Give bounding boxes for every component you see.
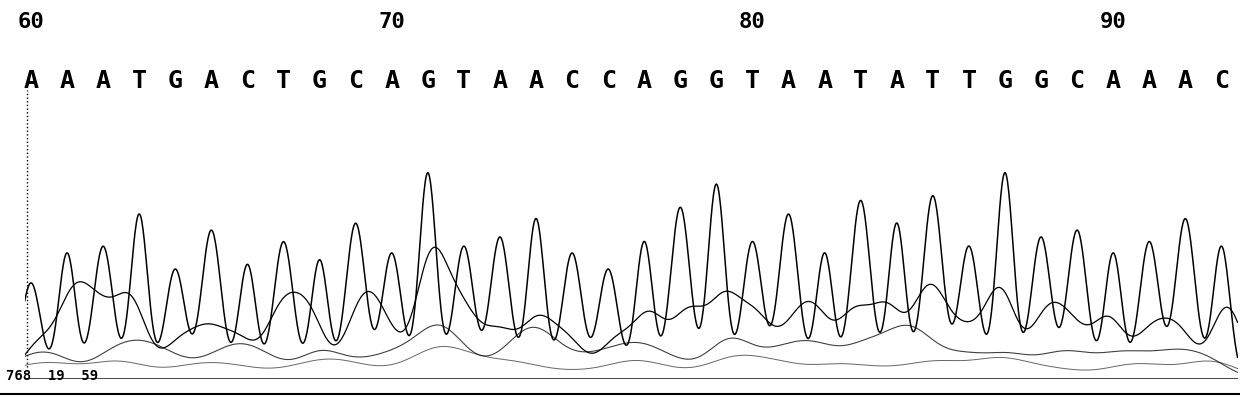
Text: G: G — [1033, 69, 1049, 93]
Text: A: A — [1106, 69, 1121, 93]
Text: A: A — [1178, 69, 1193, 93]
Text: A: A — [528, 69, 543, 93]
Text: C: C — [1070, 69, 1085, 93]
Text: T: T — [456, 69, 471, 93]
Text: 70: 70 — [378, 12, 405, 32]
Text: G: G — [420, 69, 435, 93]
Text: C: C — [348, 69, 363, 93]
Text: A: A — [1142, 69, 1157, 93]
Text: G: G — [997, 69, 1013, 93]
Text: 60: 60 — [17, 12, 45, 32]
Text: A: A — [203, 69, 219, 93]
Text: 768  19  59: 768 19 59 — [6, 369, 98, 383]
Text: T: T — [925, 69, 940, 93]
Text: A: A — [889, 69, 904, 93]
Text: T: T — [961, 69, 976, 93]
Text: G: G — [673, 69, 688, 93]
Text: A: A — [95, 69, 110, 93]
Text: A: A — [492, 69, 507, 93]
Text: A: A — [24, 69, 38, 93]
Text: A: A — [636, 69, 652, 93]
Text: A: A — [60, 69, 74, 93]
Text: T: T — [131, 69, 146, 93]
Text: C: C — [239, 69, 255, 93]
Text: 90: 90 — [1100, 12, 1127, 32]
Text: C: C — [1214, 69, 1229, 93]
Text: T: T — [277, 69, 291, 93]
Text: A: A — [817, 69, 832, 93]
Text: G: G — [167, 69, 182, 93]
Text: 80: 80 — [739, 12, 766, 32]
Text: T: T — [745, 69, 760, 93]
Text: A: A — [384, 69, 399, 93]
Text: G: G — [709, 69, 724, 93]
Text: C: C — [600, 69, 616, 93]
Text: G: G — [312, 69, 327, 93]
Text: T: T — [853, 69, 868, 93]
Text: C: C — [564, 69, 579, 93]
Text: A: A — [781, 69, 796, 93]
